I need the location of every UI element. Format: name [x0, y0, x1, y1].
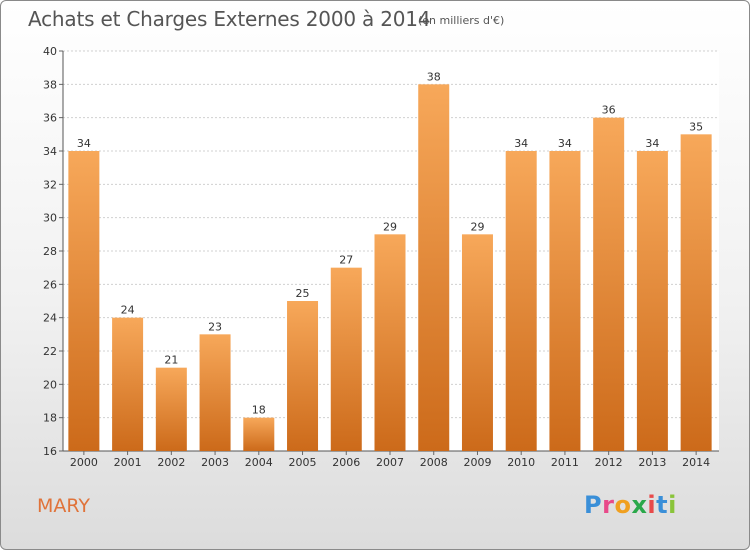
bar — [199, 334, 231, 451]
bar-value-label: 35 — [689, 120, 703, 133]
y-tick-label: 34 — [43, 145, 57, 158]
bar-value-label: 38 — [427, 70, 441, 83]
bar — [636, 151, 668, 451]
commune-name: MARY — [37, 495, 90, 517]
y-tick-label: 30 — [43, 212, 57, 225]
bar — [112, 317, 144, 451]
y-tick-label: 22 — [43, 345, 57, 358]
x-tick-label: 2013 — [638, 456, 666, 469]
bar — [155, 367, 187, 451]
y-tick-label: 26 — [43, 278, 57, 291]
bar — [374, 234, 406, 451]
bar-value-label: 27 — [339, 254, 353, 267]
bar — [505, 151, 537, 451]
y-tick-label: 20 — [43, 378, 57, 391]
logo-letter: i — [668, 491, 677, 519]
logo-letter: x — [631, 491, 648, 519]
bar-value-label: 34 — [558, 137, 572, 150]
x-tick-label: 2007 — [376, 456, 404, 469]
bar-value-label: 29 — [470, 220, 484, 233]
bar — [243, 417, 275, 451]
y-tick-label: 32 — [43, 178, 57, 191]
logo-letter: i — [647, 491, 657, 519]
bar-value-label: 18 — [252, 404, 266, 417]
logo-letter: r — [602, 491, 615, 519]
x-tick-label: 2012 — [595, 456, 623, 469]
bar-value-label: 34 — [645, 137, 659, 150]
y-tick-label: 18 — [43, 412, 57, 425]
x-tick-label: 2011 — [551, 456, 579, 469]
logo-letter: P — [584, 491, 603, 519]
y-tick-label: 16 — [43, 445, 57, 458]
bar-value-label: 24 — [121, 304, 135, 317]
bar-value-label: 29 — [383, 220, 397, 233]
logo-letter: t — [656, 491, 669, 519]
bar-value-label: 34 — [514, 137, 528, 150]
bar — [68, 151, 100, 451]
bar — [330, 267, 362, 451]
bar — [287, 301, 319, 451]
bar-value-label: 36 — [602, 104, 616, 117]
bar-value-label: 21 — [164, 354, 178, 367]
bar-value-label: 25 — [296, 287, 310, 300]
x-tick-label: 2009 — [463, 456, 491, 469]
chart-title: Achats et Charges Externes 2000 à 2014 — [28, 7, 431, 31]
x-tick-label: 2000 — [70, 456, 98, 469]
bar — [549, 151, 581, 451]
bar — [461, 234, 493, 451]
x-tick-label: 2005 — [289, 456, 317, 469]
y-tick-label: 36 — [43, 112, 57, 125]
x-tick-label: 2004 — [245, 456, 273, 469]
chart-subtitle: (en milliers d'€) — [418, 14, 505, 27]
x-tick-label: 2008 — [420, 456, 448, 469]
y-tick-label: 24 — [43, 312, 57, 325]
bar-value-label: 23 — [208, 320, 222, 333]
x-tick-label: 2003 — [201, 456, 229, 469]
proxiti-logo: Proxiti — [584, 491, 677, 519]
bar — [418, 84, 450, 451]
x-tick-label: 2002 — [157, 456, 185, 469]
y-tick-label: 40 — [43, 45, 57, 58]
bar-value-label: 34 — [77, 137, 91, 150]
bar — [680, 134, 712, 452]
logo-letter: o — [614, 491, 632, 519]
x-tick-label: 2014 — [682, 456, 710, 469]
x-tick-label: 2006 — [332, 456, 360, 469]
bar — [593, 117, 625, 452]
x-tick-label: 2001 — [114, 456, 142, 469]
x-tick-label: 2010 — [507, 456, 535, 469]
y-tick-label: 28 — [43, 245, 57, 258]
y-tick-label: 38 — [43, 78, 57, 91]
